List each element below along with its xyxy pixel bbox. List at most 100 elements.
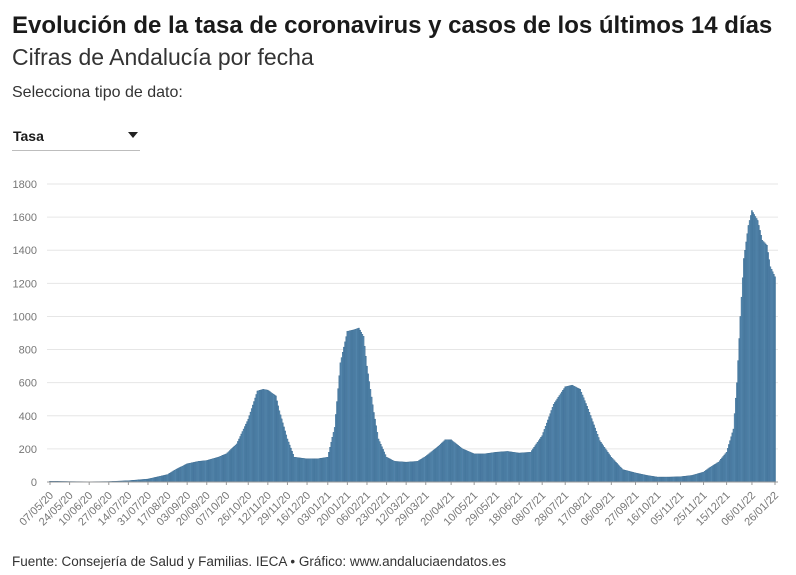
chart-area: 0 200 400 600 800 1000 1200 1400 1600 1800 07/05/…: [13, 179, 782, 528]
bar: [286, 438, 289, 483]
bar: [255, 394, 258, 483]
bar: [247, 418, 249, 483]
bar: [163, 475, 165, 483]
bar: [177, 468, 179, 483]
source-credit: Fuente: Consejería de Salud y Familias. …: [12, 554, 506, 569]
bar: [660, 476, 662, 483]
y-tick-label: 600: [19, 378, 37, 390]
bar: [536, 442, 539, 483]
bar: [365, 356, 367, 483]
bar: [480, 453, 482, 483]
bar: [291, 450, 293, 483]
bar: [497, 451, 500, 483]
bar: [150, 478, 153, 483]
bar: [339, 362, 342, 483]
bar: [769, 266, 772, 483]
bar: [369, 389, 372, 483]
bar: [410, 461, 412, 483]
bar: [752, 212, 754, 483]
dropdown-selected-value: Tasa: [13, 128, 44, 144]
bar: [313, 458, 315, 483]
bar: [180, 466, 183, 483]
bar: [703, 471, 706, 483]
bar: [510, 451, 512, 483]
bar: [172, 470, 175, 483]
bar: [756, 220, 759, 483]
bar: [607, 452, 609, 483]
caret-down-icon[interactable]: [128, 132, 138, 138]
bar: [317, 458, 320, 483]
bar: [699, 472, 701, 483]
y-tick-label: 1400: [13, 245, 37, 257]
bar: [589, 415, 592, 483]
bar: [471, 452, 473, 483]
bar: [242, 428, 245, 483]
bar: [335, 414, 337, 483]
bar: [269, 391, 271, 483]
bar: [413, 461, 415, 483]
bar: [730, 436, 732, 483]
bar: [575, 387, 578, 483]
bar: [216, 457, 218, 483]
bar: [546, 422, 548, 483]
bar: [167, 473, 170, 483]
y-tick-label: 1200: [13, 278, 37, 290]
chart-title: Evolución de la tasa de coronavirus y ca…: [12, 12, 773, 39]
bar: [572, 385, 575, 483]
bar: [352, 329, 354, 483]
bar: [735, 397, 737, 483]
bar: [774, 276, 776, 483]
bar: [620, 468, 623, 483]
bar: [229, 450, 231, 483]
bar: [277, 405, 279, 483]
bar: [558, 395, 561, 483]
bar: [224, 454, 226, 483]
bar: [642, 474, 645, 483]
bar: [233, 445, 236, 483]
chart-subtitle: Cifras de Andalucía por fecha: [12, 44, 314, 70]
bar: [694, 474, 697, 483]
bar: [638, 473, 640, 483]
bar: [532, 448, 534, 483]
bar: [580, 391, 583, 483]
bar: [629, 471, 631, 483]
bar: [624, 470, 626, 483]
bar: [650, 475, 653, 483]
bar: [602, 445, 605, 483]
bar: [716, 462, 719, 483]
bar: [655, 476, 658, 483]
bar: [554, 402, 556, 483]
bar: [282, 422, 284, 483]
bar: [761, 240, 764, 483]
bar: [154, 477, 156, 483]
y-tick-label: 1600: [13, 212, 37, 224]
bar: [194, 461, 196, 483]
y-tick-label: 800: [19, 345, 37, 357]
data-type-dropdown[interactable]: Tasa: [12, 124, 140, 151]
y-tick-label: 200: [19, 444, 37, 456]
data-type-selector-label: Selecciona tipo de dato:: [12, 84, 183, 101]
bar: [396, 461, 398, 483]
bar: [361, 334, 364, 483]
bar-series: [49, 210, 776, 483]
bar: [207, 459, 209, 483]
bar: [672, 476, 675, 483]
bar: [321, 457, 323, 483]
bar: [461, 448, 464, 483]
bar: [550, 410, 553, 483]
bar: [374, 418, 376, 483]
bar: [594, 427, 596, 483]
bar: [199, 461, 201, 483]
bar: [514, 452, 517, 483]
bar: [664, 476, 667, 483]
bar: [765, 243, 767, 483]
bar: [616, 463, 618, 483]
bar: [567, 385, 570, 483]
bar: [220, 455, 223, 483]
bar: [669, 476, 671, 483]
bar: [686, 475, 689, 483]
bar: [418, 460, 420, 483]
bar: [519, 452, 522, 483]
bar: [427, 454, 429, 483]
gridlines: [47, 183, 778, 483]
